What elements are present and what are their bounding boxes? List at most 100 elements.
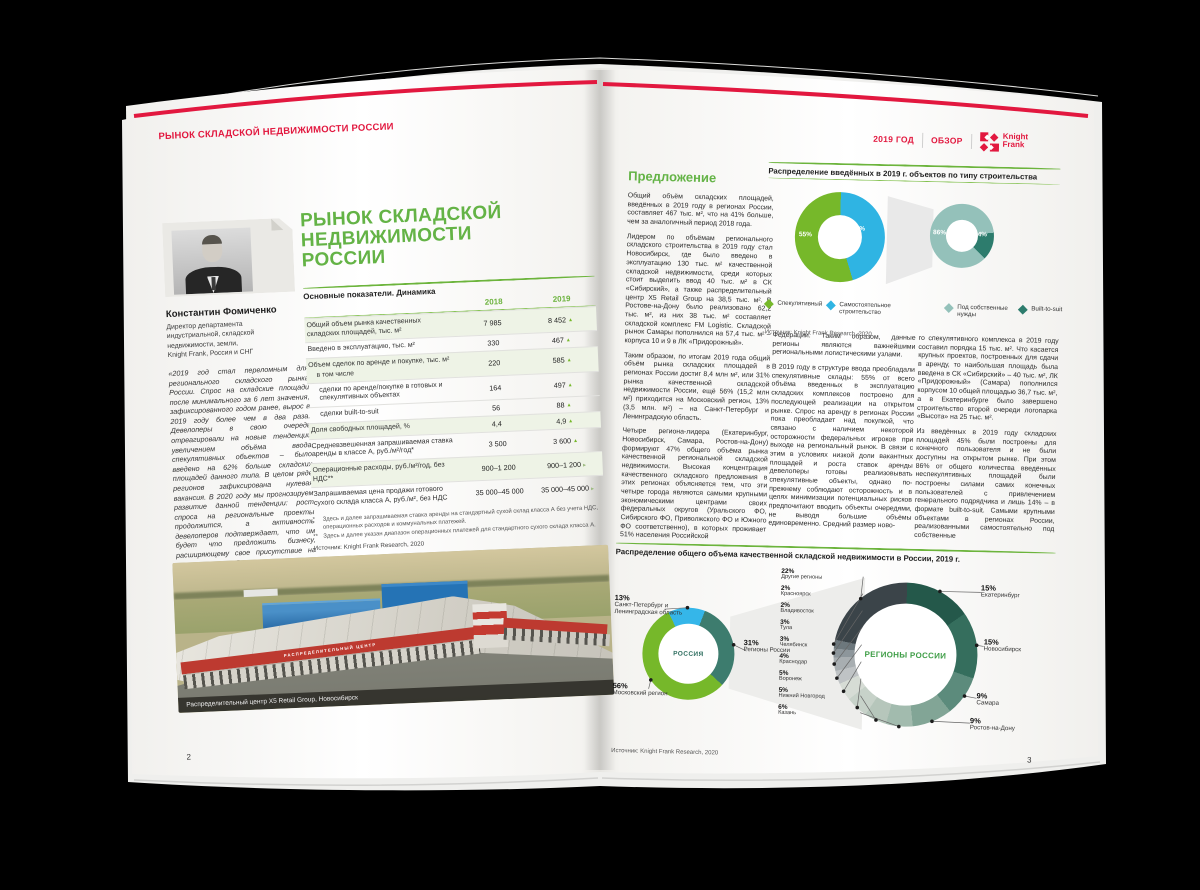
callout-name: Екатеринбург (980, 591, 1020, 600)
donut-callout-label: 5% Нижний Новгород (778, 687, 858, 702)
donut-callout-label: 56% Московский регион (612, 681, 692, 699)
legend-diamond-icon (763, 299, 774, 309)
callout-name: Тула (779, 624, 793, 632)
donut-callout-label: 22% Другие регионы (781, 568, 861, 583)
trend-up-icon: ▲ (567, 382, 573, 389)
legend-label: Под собственные нужды (957, 303, 1008, 319)
value-2019: 467 ▲ (551, 335, 571, 345)
right-page-header: 2019 ГОД ОБЗОР Knight Frank (873, 130, 1028, 153)
legend-item: Самостоятельное строительство (825, 300, 919, 318)
author-name: Константин Фомиченко (165, 304, 277, 321)
knight-frank-logo-icon (979, 132, 999, 152)
slice-percent-label: 45% (852, 225, 866, 233)
value-2018: 900–1 200 (481, 462, 516, 474)
slice-percent-label: 86% (932, 229, 947, 237)
chart2-labels: 13% Санкт-Петербург и Ленинградская облас… (611, 564, 1055, 754)
value-2018: 4,4 (491, 419, 502, 429)
value-2019: 4,9 ▲ (556, 416, 574, 426)
row-label: Операционные расходы, руб./м²/год, без Н… (312, 461, 445, 483)
body-column-2: Федерации. Таким образом, данные регионы… (768, 332, 915, 547)
donut-own-needs: 86% 14% (929, 203, 995, 269)
donut-callout-label: 15% Екатеринбург (980, 583, 1053, 600)
portrait-hair (201, 235, 221, 245)
legend-label: Built-to-suit (1031, 305, 1063, 314)
donut-callout-label: 15% Новосибирск (983, 637, 1055, 654)
row-label: Объем сделок по аренде и покупке, тыс. м… (308, 356, 461, 380)
value-2018: 3 500 (488, 438, 507, 449)
callout-name: Другие регионы (781, 573, 823, 581)
legend-label: Самостоятельное строительство (839, 301, 891, 317)
donut-callout-label: 9% Самара (976, 691, 1048, 708)
page-number-right: 3 (1026, 755, 1032, 765)
body-column-3: го спекулятивного комплекса в 2019 году … (914, 335, 1059, 550)
knight-frank-logo: Knight Frank (979, 132, 1028, 152)
kpi-table-rows: Общий объем рынка качественных складских… (304, 306, 605, 512)
trend-up-icon: ▲ (565, 337, 571, 344)
callout-name: Новосибирск (983, 645, 1022, 654)
value-2019: 585 ▲ (552, 355, 572, 366)
footnote-marker: * (312, 517, 316, 524)
callout-name: Нижний Новгород (778, 692, 825, 700)
slice-percent-label: 55% (798, 231, 813, 239)
header-divider (921, 132, 924, 148)
trend-up-icon: ▲ (572, 437, 579, 445)
callout-name: Владивосток (780, 607, 814, 615)
legend-item: Под собственные нужды (943, 303, 1011, 319)
paragraph: Лидером по объёмам регионального складск… (624, 232, 773, 347)
header-year: 2019 ГОД (873, 133, 915, 145)
callout-name: Красноярск (780, 590, 811, 598)
photo-far-building (243, 588, 278, 598)
donut-callout-label: 4% Краснодар (779, 653, 859, 668)
page-fold-icon (271, 218, 283, 230)
trend-flat-icon: ▸ (590, 486, 595, 493)
trend-up-icon: ▲ (566, 357, 572, 364)
trend-flat-icon: ▸ (582, 462, 587, 469)
value-2019: 8 452 ▲ (547, 315, 574, 326)
portrait-tie (211, 277, 216, 290)
author-role: Директор департамента индустриальной, ск… (166, 320, 255, 360)
legend-item: Built-to-suit (1017, 304, 1069, 315)
donut-callout-label: 5% Воронеж (779, 670, 859, 685)
donut-callout-label: 9% Ростов-на-Дону (970, 716, 1042, 733)
donut-callout-label: 6% Казань (778, 704, 858, 719)
callout-name: Воронеж (778, 675, 802, 683)
chart2-source: Источник: Knight Frank Research, 2020 (611, 748, 719, 757)
kpi-table: Основные показатели. Динамика 2018 2019 … (302, 275, 606, 552)
warehouse-photo: РАСПРЕДЕЛИТЕЛЬНЫЙ ЦЕНТР Распределительны… (172, 544, 615, 713)
slice-percent-label: 14% (973, 231, 988, 239)
value-2019: 35 000–45 000 ▸ (540, 483, 595, 495)
left-page: РЫНОК СКЛАДСКОЙ НЕДВИЖИМОСТИ РОССИИ Конс… (140, 107, 619, 781)
author-quote: «2019 год стал переломным для региональн… (168, 363, 317, 569)
legend-diamond-icon (943, 303, 954, 314)
donut-callout-label: 3% Тула (780, 619, 860, 634)
legend-diamond-icon (825, 300, 836, 311)
callout-name: Московский регион (612, 689, 668, 698)
value-2019: 88 ▲ (556, 400, 572, 410)
value-2018: 330 (487, 338, 500, 348)
trend-up-icon: ▲ (566, 402, 572, 409)
chart1-legend: Спекулятивный Самостоятельное строительст… (763, 299, 1062, 332)
footnote-marker: ** (313, 534, 319, 541)
section-title: Предложение (628, 168, 717, 186)
donut-callout-label: 13% Санкт-Петербург и Ленинградская облас… (614, 593, 702, 617)
trend-up-icon: ▲ (567, 317, 574, 324)
callout-name: Санкт-Петербург и Ленинградская область (614, 601, 683, 617)
author-portrait (171, 227, 253, 294)
paragraph: Таким образом, по итогам 2019 года общий… (622, 351, 771, 422)
row-label: Средневзвешенная запрашиваемая ставка ар… (311, 437, 453, 459)
legend-label: Спекулятивный (777, 299, 823, 308)
paragraph: Четыре региона-лидера (Екатеринбург, Нов… (620, 427, 769, 541)
row-label: Запрашиваемая цена продажи готового сухо… (313, 485, 448, 507)
row-label: сделки по аренде/покупке в готовых и спе… (319, 381, 443, 403)
paragraph: Общий объём складских площадей, введённы… (627, 192, 774, 229)
value-2019: 900–1 200 ▸ (546, 459, 587, 471)
body-column-1: Общий объём складских площадей, введённы… (620, 192, 774, 543)
chart1-source: Источник: Knight Frank Research, 2020 (764, 329, 872, 338)
top-ribbon-right (602, 82, 1089, 118)
donut-callout-label: 2% Красноярск (781, 585, 861, 600)
page-number-left: 2 (186, 752, 192, 762)
header-doc-type: ОБЗОР (930, 135, 963, 146)
value-2018: 164 (489, 383, 502, 393)
author-card (162, 218, 295, 297)
